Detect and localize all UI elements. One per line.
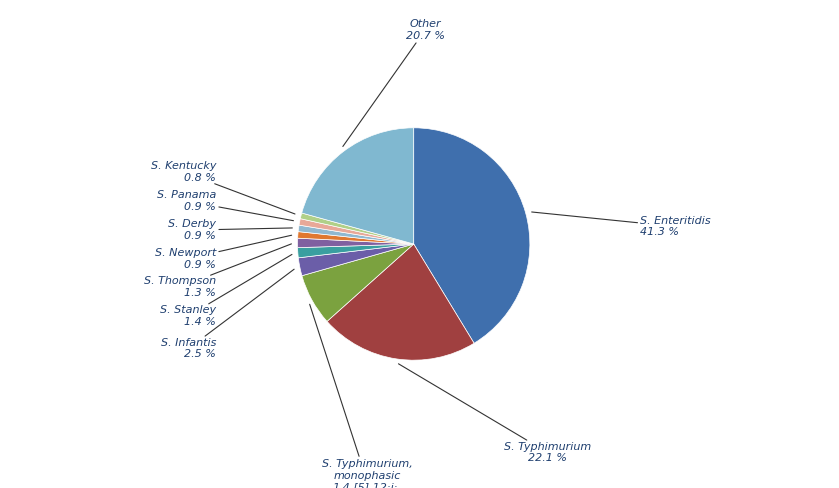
Text: S. Panama
0.9 %: S. Panama 0.9 % — [157, 190, 294, 221]
Wedge shape — [299, 219, 414, 244]
Wedge shape — [302, 244, 414, 322]
Wedge shape — [298, 232, 414, 244]
Text: S. Typhimurium
22.1 %: S. Typhimurium 22.1 % — [399, 364, 591, 463]
Wedge shape — [302, 128, 414, 244]
Text: S. Infantis
2.5 %: S. Infantis 2.5 % — [161, 269, 294, 359]
Text: Other
20.7 %: Other 20.7 % — [343, 19, 445, 146]
Text: S. Typhimurium,
monophasic
1,4,[5],12:i:-
7.2 %: S. Typhimurium, monophasic 1,4,[5],12:i:… — [310, 305, 413, 488]
Text: S. Enteritidis
41.3 %: S. Enteritidis 41.3 % — [532, 212, 711, 237]
Wedge shape — [298, 244, 414, 258]
Text: S. Stanley
1.4 %: S. Stanley 1.4 % — [160, 254, 292, 327]
Wedge shape — [298, 238, 414, 247]
Wedge shape — [414, 128, 530, 343]
Wedge shape — [299, 244, 414, 276]
Wedge shape — [300, 213, 414, 244]
Wedge shape — [327, 244, 474, 360]
Text: S. Thompson
1.3 %: S. Thompson 1.3 % — [144, 244, 291, 298]
Text: S. Newport
0.9 %: S. Newport 0.9 % — [154, 235, 292, 270]
Wedge shape — [298, 225, 414, 244]
Text: S. Kentucky
0.8 %: S. Kentucky 0.8 % — [151, 161, 295, 214]
Text: S. Derby
0.9 %: S. Derby 0.9 % — [168, 219, 292, 241]
